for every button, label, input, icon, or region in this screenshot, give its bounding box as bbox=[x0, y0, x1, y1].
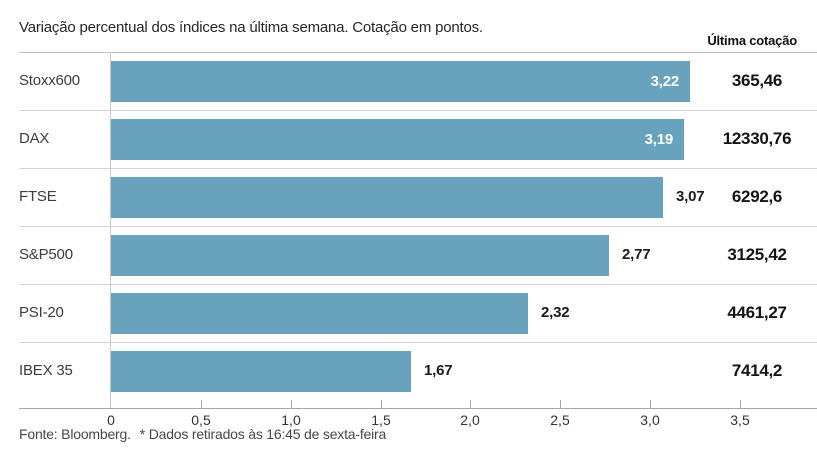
last-quote-value: 4461,27 bbox=[727, 303, 787, 322]
axis-tick bbox=[470, 400, 471, 408]
axis-tick-label: 1,5 bbox=[371, 412, 391, 428]
bar bbox=[111, 293, 528, 334]
axis-tick bbox=[650, 400, 651, 408]
chart-row: S&P500 2,77 3125,42 bbox=[0, 226, 817, 284]
bar bbox=[111, 235, 609, 276]
row-separator bbox=[19, 168, 817, 169]
axis-tick-label: 1,0 bbox=[281, 412, 301, 428]
chart-row: FTSE 3,07 6292,6 bbox=[0, 168, 817, 226]
last-quote-value: 6292,6 bbox=[731, 187, 783, 206]
bar-value-label: 2,32 bbox=[541, 304, 570, 321]
last-quote-column-header: Última cotação bbox=[707, 33, 797, 48]
row-label: Stoxx600 bbox=[19, 72, 80, 89]
header-divider-line bbox=[19, 52, 817, 53]
row-separator bbox=[19, 284, 817, 285]
bar-value-label: 1,67 bbox=[424, 362, 453, 379]
row-label: DAX bbox=[19, 130, 50, 147]
bar-value-label: 3,07 bbox=[676, 188, 705, 205]
axis-tick bbox=[381, 400, 382, 408]
bar: 3,19 bbox=[111, 119, 684, 160]
bar-value-label: 3,19 bbox=[644, 131, 674, 148]
bar: 3,22 bbox=[111, 61, 690, 102]
bar-value-label: 3,22 bbox=[650, 73, 680, 90]
axis-tick-label: 0 bbox=[107, 412, 115, 428]
axis-tick bbox=[560, 400, 561, 408]
axis-tick bbox=[740, 400, 741, 408]
axis-tick-label: 2,5 bbox=[550, 412, 570, 428]
row-separator bbox=[19, 226, 817, 227]
chart-row: DAX 3,19 12330,76 bbox=[0, 110, 817, 168]
x-axis-line bbox=[19, 408, 817, 409]
row-label: FTSE bbox=[19, 188, 57, 205]
row-separator bbox=[19, 110, 817, 111]
source-note: Fonte: Bloomberg. bbox=[19, 426, 131, 442]
last-quote-value: 365,46 bbox=[731, 71, 783, 90]
axis-tick-label: 3,5 bbox=[730, 412, 750, 428]
zero-baseline bbox=[110, 52, 111, 408]
chart-row: PSI-20 2,32 4461,27 bbox=[0, 284, 817, 342]
axis-tick bbox=[201, 400, 202, 408]
axis-tick bbox=[291, 400, 292, 408]
row-label: PSI-20 bbox=[19, 304, 64, 321]
chart-title: Variação percentual dos índices na últim… bbox=[19, 19, 483, 36]
bar-value-label: 2,77 bbox=[622, 246, 651, 263]
row-label: IBEX 35 bbox=[19, 362, 73, 379]
bar bbox=[111, 177, 663, 218]
axis-tick-label: 2,0 bbox=[460, 412, 480, 428]
chart-footer: Fonte: Bloomberg. * Dados retirados às 16… bbox=[19, 426, 386, 442]
chart-row: IBEX 35 1,67 7414,2 bbox=[0, 342, 817, 400]
chart-row: Stoxx600 3,22 365,46 bbox=[0, 52, 817, 110]
last-quote-value: 3125,42 bbox=[727, 245, 787, 264]
last-quote-value: 12330,76 bbox=[722, 129, 792, 148]
data-time-note: * Dados retirados às 16:45 de sexta-feir… bbox=[139, 426, 387, 442]
axis-tick-label: 0,5 bbox=[191, 412, 211, 428]
bar bbox=[111, 351, 411, 392]
last-quote-value: 7414,2 bbox=[731, 361, 783, 380]
row-separator bbox=[19, 342, 817, 343]
row-label: S&P500 bbox=[19, 246, 73, 263]
axis-tick-label: 3,0 bbox=[640, 412, 660, 428]
